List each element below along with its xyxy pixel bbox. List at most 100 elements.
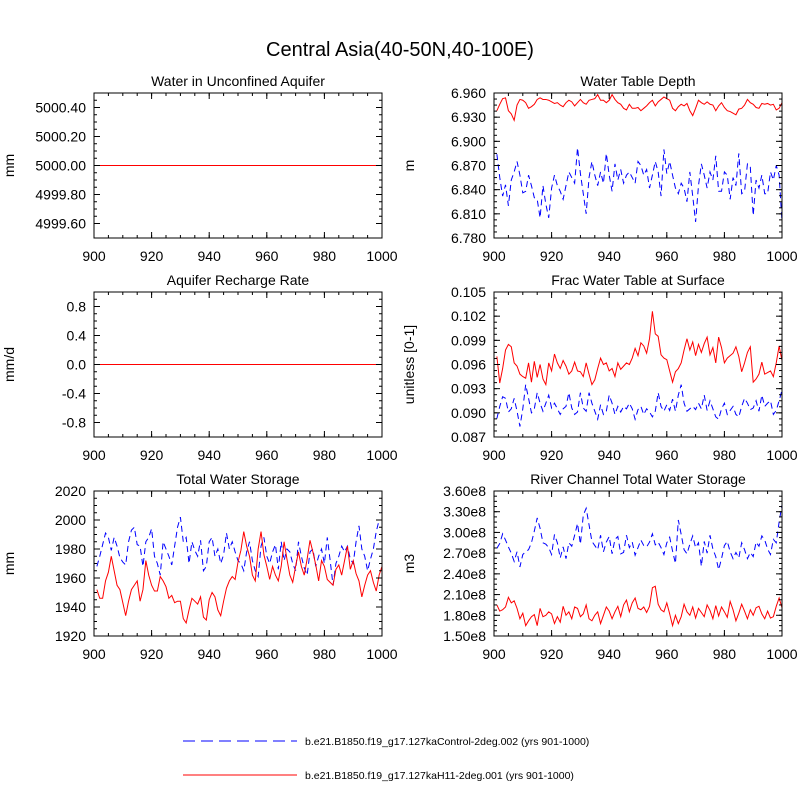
x-tick-label: 1000 xyxy=(366,646,397,662)
legend-label-h11: b.e21.B1850.f19_g17.127kaH11-2deg.001 (y… xyxy=(305,770,574,782)
y-tick-label: 6.900 xyxy=(451,133,486,149)
y-axis-label: m3 xyxy=(401,554,417,574)
x-tick-label: 940 xyxy=(198,447,222,463)
panel-title: Aquifer Recharge Rate xyxy=(167,272,310,288)
x-tick-label: 900 xyxy=(82,447,106,463)
series-line-control xyxy=(96,516,382,586)
y-tick-label: 6.870 xyxy=(451,158,486,174)
x-tick-label: 920 xyxy=(540,447,564,463)
y-axis-label: mm/d xyxy=(1,347,17,382)
y-tick-label: 2.70e8 xyxy=(443,545,486,561)
x-tick-label: 920 xyxy=(540,248,564,264)
x-tick-label: 940 xyxy=(598,646,622,662)
x-tick-label: 920 xyxy=(140,248,164,264)
panel-title: Frac Water Table at Surface xyxy=(551,272,725,288)
x-tick-label: 900 xyxy=(482,646,506,662)
y-tick-label: 6.780 xyxy=(451,230,486,246)
y-tick-label: 0.8 xyxy=(67,299,87,315)
x-tick-label: 960 xyxy=(255,248,279,264)
x-tick-label: 980 xyxy=(313,447,337,463)
x-tick-label: 1000 xyxy=(766,447,797,463)
x-tick-label: 920 xyxy=(140,646,164,662)
y-tick-label: 3.60e8 xyxy=(443,483,486,499)
y-tick-label: 0.102 xyxy=(451,308,486,324)
y-tick-label: 1920 xyxy=(55,628,86,644)
panel-4: 900 920 940 960 980 1000 0.087 0.090 0.093 0.096 0… xyxy=(401,272,798,463)
x-tick-label: 960 xyxy=(655,646,679,662)
panel-title: Water Table Depth xyxy=(580,73,695,89)
series-line-control xyxy=(496,384,782,427)
y-tick-label: 0.090 xyxy=(451,405,486,421)
panel-3: 900 920 940 960 980 1000 -0.8 -0.4 0.0 0.4 0.8 Aqui… xyxy=(1,272,398,463)
series-line-control xyxy=(496,147,782,222)
x-tick-label: 900 xyxy=(482,447,506,463)
legend-label-control: b.e21.B1850.f19_g17.127kaControl-2deg.00… xyxy=(305,736,589,748)
x-tick-label: 920 xyxy=(140,447,164,463)
x-tick-label: 980 xyxy=(713,447,737,463)
y-axis-label: unitless [0-1] xyxy=(401,325,417,404)
y-tick-label: 6.810 xyxy=(451,206,486,222)
y-tick-label: 4999.60 xyxy=(35,216,86,232)
y-tick-label: -0.4 xyxy=(62,386,86,402)
x-tick-label: 980 xyxy=(313,248,337,264)
panel-title: Water in Unconfined Aquifer xyxy=(151,73,325,89)
y-tick-label: 1940 xyxy=(55,599,86,615)
series-line-h11 xyxy=(496,585,782,628)
y-tick-label: 0.105 xyxy=(451,284,486,300)
y-tick-label: 0.4 xyxy=(67,328,87,344)
x-tick-label: 1000 xyxy=(766,646,797,662)
y-tick-label: 0.099 xyxy=(451,332,486,348)
series-line-h11 xyxy=(496,311,782,387)
y-tick-label: 0.093 xyxy=(451,381,486,397)
y-tick-label: 1.80e8 xyxy=(443,607,486,623)
y-tick-label: 1960 xyxy=(55,570,86,586)
y-tick-label: 5000.20 xyxy=(35,129,86,145)
x-tick-label: 1000 xyxy=(766,248,797,264)
x-tick-label: 960 xyxy=(255,646,279,662)
y-tick-label: 0.0 xyxy=(67,357,87,373)
panel-5: 900 920 940 960 980 1000 1920 1940 1960 1980 2000 2… xyxy=(1,471,398,662)
y-tick-label: 5000.00 xyxy=(35,158,86,174)
x-tick-label: 980 xyxy=(713,248,737,264)
y-tick-label: 5000.40 xyxy=(35,100,86,116)
y-axis-label: mm xyxy=(1,154,17,177)
legend: b.e21.B1850.f19_g17.127kaControl-2deg.00… xyxy=(183,736,589,782)
y-tick-label: 4999.80 xyxy=(35,187,86,203)
y-tick-label: 2020 xyxy=(55,483,86,499)
series-line-h11 xyxy=(496,93,782,123)
panels: 900 920 940 960 980 1000 4999.60 4999.80 5000.00… xyxy=(1,73,798,662)
figure-title: Central Asia(40-50N,40-100E) xyxy=(266,39,534,61)
x-tick-label: 940 xyxy=(198,248,222,264)
panel-title: Total Water Storage xyxy=(176,471,299,487)
y-tick-label: 6.840 xyxy=(451,182,486,198)
y-tick-label: 2.40e8 xyxy=(443,566,486,582)
panel-1: 900 920 940 960 980 1000 4999.60 4999.80 5000.00… xyxy=(1,73,398,264)
y-tick-label: 6.930 xyxy=(451,109,486,125)
x-tick-label: 960 xyxy=(655,447,679,463)
x-tick-label: 940 xyxy=(598,447,622,463)
x-tick-label: 980 xyxy=(313,646,337,662)
y-tick-label: 2.10e8 xyxy=(443,587,486,603)
x-tick-label: 920 xyxy=(540,646,564,662)
x-tick-label: 960 xyxy=(655,248,679,264)
x-tick-label: 980 xyxy=(713,646,737,662)
y-tick-label: 3.30e8 xyxy=(443,504,486,520)
series-line-control xyxy=(496,504,782,570)
x-tick-label: 900 xyxy=(82,646,106,662)
panel-2: 900 920 940 960 980 1000 6.780 6.810 6.840 6.870 6… xyxy=(401,73,798,264)
panel-6: 900 920 940 960 980 1000 1.50e8 1.80e8 2.10e8 2.4… xyxy=(401,471,798,662)
x-tick-label: 940 xyxy=(198,646,222,662)
y-tick-label: -0.8 xyxy=(62,415,86,431)
y-tick-label: 1980 xyxy=(55,541,86,557)
x-tick-label: 940 xyxy=(598,248,622,264)
y-axis-label: m xyxy=(401,160,417,172)
y-tick-label: 0.087 xyxy=(451,429,486,445)
y-tick-label: 3.00e8 xyxy=(443,524,486,540)
y-tick-label: 1.50e8 xyxy=(443,628,486,644)
y-tick-label: 0.096 xyxy=(451,357,486,373)
y-tick-label: 6.960 xyxy=(451,85,486,101)
x-tick-label: 900 xyxy=(82,248,106,264)
plot-frame xyxy=(493,92,783,239)
